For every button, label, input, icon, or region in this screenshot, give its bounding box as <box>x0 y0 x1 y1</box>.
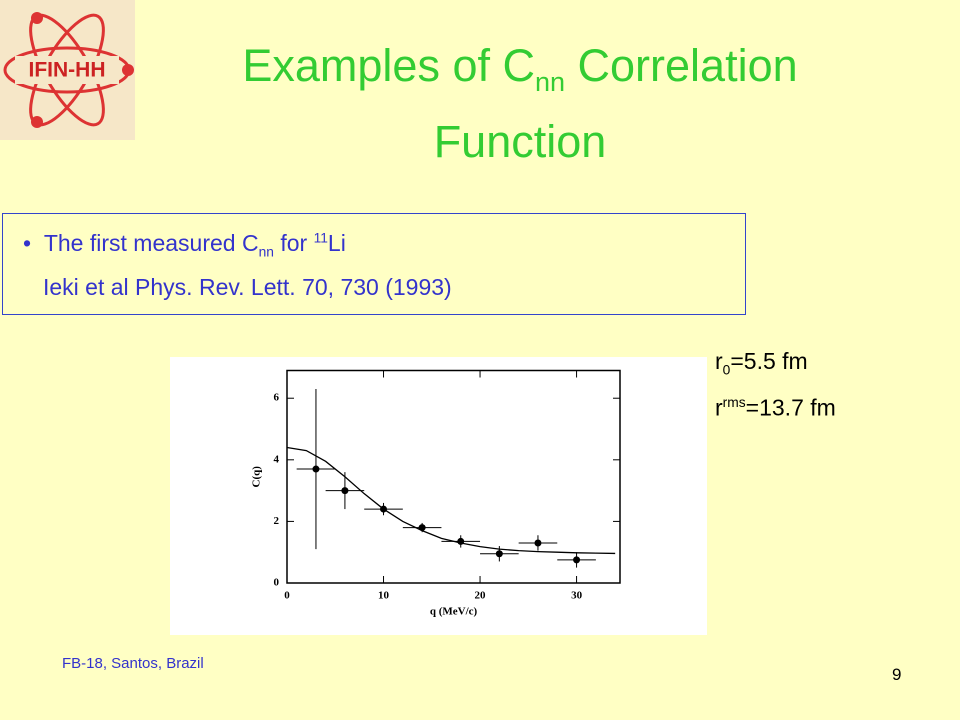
text: =13.7 fm <box>745 394 836 421</box>
superscript: rms <box>722 394 746 410</box>
data-point <box>495 550 503 558</box>
chart: 0 2 4 6 0 10 20 30 q (MeV/c) C(q) <box>170 357 707 635</box>
logo-text: IFIN-HH <box>29 59 106 82</box>
title-text: Function <box>433 116 607 167</box>
title-text: Correlation <box>565 40 798 91</box>
y-tick-label: 6 <box>274 392 280 404</box>
data-point <box>534 539 542 547</box>
y-axis-label: C(q) <box>251 466 263 488</box>
title: Examples of Cnn Correlation Function <box>130 36 910 172</box>
y-tick-label: 2 <box>274 515 280 527</box>
plot-frame <box>286 369 621 584</box>
bullet: • The first measured Cnn for 11Li <box>23 230 346 260</box>
data-point <box>312 465 320 473</box>
y-tick-label: 4 <box>274 453 280 465</box>
x-tick-label: 10 <box>378 590 390 602</box>
x-axis-label: q (MeV/c) <box>430 606 478 618</box>
footer: FB-18, Santos, Brazil <box>62 655 204 672</box>
x-tick-label: 0 <box>284 590 290 602</box>
reference: Ieki et al Phys. Rev. Lett. 70, 730 (199… <box>43 274 452 300</box>
fit-curve <box>286 446 616 555</box>
text: The first measured C <box>43 230 259 256</box>
data-point <box>380 505 388 513</box>
data-point <box>573 556 581 564</box>
title-text: Examples of C <box>242 40 535 91</box>
page-number: 9 <box>892 665 902 684</box>
annotation: rrms=13.7 fm <box>715 387 836 424</box>
subscript: 0 <box>722 362 731 378</box>
superscript: 11 <box>313 230 328 246</box>
text: r <box>715 394 723 421</box>
x-tick-label: 20 <box>475 590 487 602</box>
text: =5.5 fm <box>730 348 808 374</box>
text: r <box>715 348 723 374</box>
x-tick-label: 30 <box>571 590 583 602</box>
text: Li <box>327 230 346 256</box>
data-point <box>457 537 465 545</box>
logo: IFIN-HH <box>0 0 135 140</box>
annotations: r0=5.5 fm rrms=13.7 fm <box>715 345 836 423</box>
data-point <box>418 524 426 532</box>
subscript: nn <box>258 244 274 260</box>
data-point <box>341 487 349 495</box>
text: for <box>273 230 314 256</box>
annotation: r0=5.5 fm <box>715 345 836 387</box>
text-box: • The first measured Cnn for 11Li Ieki e… <box>2 213 746 315</box>
title-subscript: nn <box>534 67 566 97</box>
y-tick-label: 0 <box>274 577 280 589</box>
